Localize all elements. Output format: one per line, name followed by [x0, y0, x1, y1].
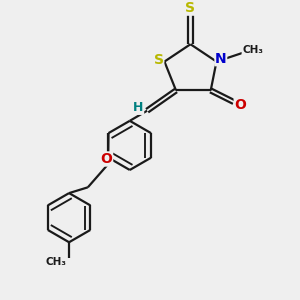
Text: S: S — [185, 1, 196, 15]
Text: O: O — [234, 98, 246, 112]
Text: S: S — [154, 53, 164, 67]
Text: O: O — [101, 152, 112, 166]
Text: CH₃: CH₃ — [242, 45, 263, 55]
Text: CH₃: CH₃ — [46, 257, 67, 268]
Text: H: H — [133, 101, 144, 114]
Text: N: N — [215, 52, 226, 66]
